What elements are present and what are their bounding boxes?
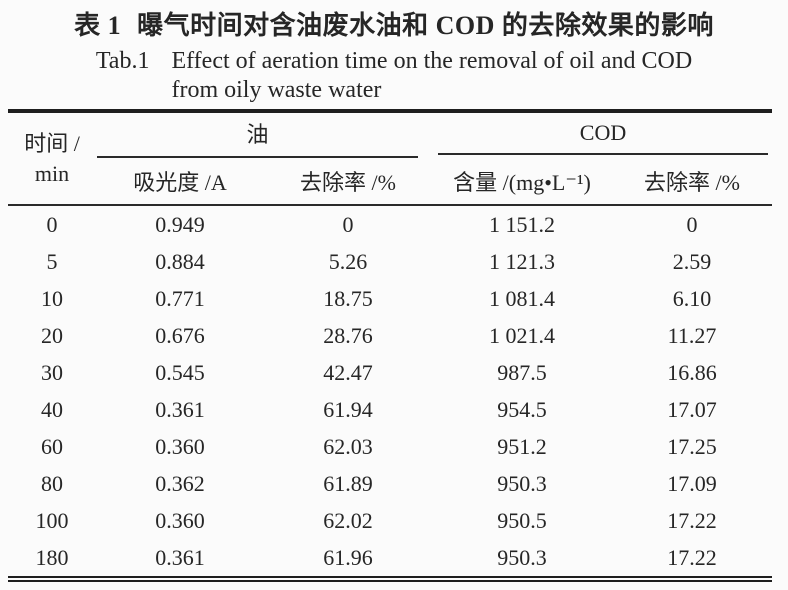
cell-cod-removal: 17.25 — [667, 433, 717, 459]
cell-absorbance: 0.360 — [155, 433, 205, 459]
cell-time: 60 — [41, 433, 63, 459]
table-caption-zh-title: 曝气时间对含油废水油和 COD 的去除效果的影响 — [137, 11, 714, 40]
cell-oil-removal: 61.96 — [323, 544, 373, 570]
table-row: 5 0.884 5.26 1 121.3 2.59 — [8, 243, 772, 280]
table-caption-en-text: Effect of aeration time on the removal o… — [171, 47, 692, 106]
header-cod-removal: 去除率 /% — [612, 158, 773, 207]
table-row: 60 0.360 62.03 951.2 17.25 — [8, 428, 772, 465]
header-sub-row: 吸光度 /A 去除率 /% 含量 /(mg•L⁻¹) 去除率 /% — [8, 158, 773, 207]
cell-cod-removal: 16.86 — [667, 359, 717, 385]
cell-absorbance: 0.949 — [155, 211, 205, 237]
cell-cod-removal: 6.10 — [672, 285, 712, 311]
cell-cod-removal: 0 — [686, 211, 698, 237]
header-oil-removal: 去除率 /% — [264, 158, 433, 207]
table-caption-en: Tab.1 Effect of aeration time on the rem… — [0, 47, 788, 106]
header-group-oil-label: 油 — [97, 113, 419, 159]
cell-absorbance: 0.771 — [155, 285, 205, 311]
table-row: 100 0.360 62.02 950.5 17.22 — [8, 502, 772, 539]
table-caption-en-label: Tab.1 — [95, 47, 150, 74]
cell-cod-content: 950.3 — [497, 544, 547, 570]
header-group-cod: COD — [432, 111, 772, 158]
cell-oil-removal: 28.76 — [323, 322, 373, 348]
cell-absorbance: 0.361 — [155, 396, 205, 422]
cell-time: 30 — [41, 359, 63, 385]
cell-oil-removal: 5.26 — [328, 248, 368, 274]
cell-oil-removal: 18.75 — [323, 285, 373, 311]
cell-oil-removal: 61.94 — [323, 396, 373, 422]
header-group-cod-label: COD — [438, 116, 769, 156]
cell-absorbance: 0.676 — [155, 322, 205, 348]
table-caption-en-line1: Effect of aeration time on the removal o… — [171, 47, 693, 74]
cell-cod-removal: 17.22 — [667, 544, 717, 570]
cell-time: 5 — [46, 248, 58, 274]
table-caption-en-line2: from oily waste water — [171, 76, 382, 103]
header-group-row: 时间 / min 油 COD — [8, 111, 772, 207]
cell-oil-removal: 62.03 — [323, 433, 373, 459]
table-row: 180 0.361 61.96 950.3 17.22 — [8, 539, 772, 579]
cell-cod-removal: 17.22 — [667, 507, 717, 533]
cell-cod-removal: 2.59 — [672, 248, 712, 274]
cell-oil-removal: 42.47 — [323, 359, 373, 385]
cell-absorbance: 0.545 — [155, 359, 205, 385]
cell-time: 10 — [41, 285, 63, 311]
table-caption-zh: 表 1 曝气时间对含油废水油和 COD 的去除效果的影响 — [0, 0, 788, 43]
cell-cod-removal: 17.09 — [667, 470, 717, 496]
cell-oil-removal: 0 — [342, 211, 354, 237]
header-time-line1: 时间 / — [24, 130, 80, 156]
cell-time: 40 — [41, 396, 63, 422]
table-row: 80 0.362 61.89 950.3 17.09 — [8, 465, 772, 502]
cell-cod-removal: 17.07 — [667, 396, 717, 422]
table-row: 40 0.361 61.94 954.5 17.07 — [8, 391, 772, 428]
cell-oil-removal: 61.89 — [323, 470, 373, 496]
cell-absorbance: 0.361 — [155, 544, 205, 570]
cell-time: 0 — [46, 211, 58, 237]
cell-cod-removal: 11.27 — [667, 322, 717, 348]
cell-time: 180 — [35, 544, 69, 570]
table-row: 10 0.771 18.75 1 081.4 6.10 — [8, 280, 772, 317]
table-row: 30 0.545 42.47 987.5 16.86 — [8, 354, 772, 391]
table-caption-zh-label: 表 1 — [74, 11, 122, 40]
cell-time: 100 — [35, 507, 69, 533]
cell-cod-content: 987.5 — [497, 359, 547, 385]
cell-cod-content: 954.5 — [497, 396, 547, 422]
cell-absorbance: 0.884 — [155, 248, 205, 274]
cell-cod-content: 950.5 — [497, 507, 547, 533]
header-group-oil: 油 — [96, 111, 432, 159]
cell-cod-content: 1 121.3 — [489, 248, 556, 274]
header-time: 时间 / min — [8, 111, 96, 207]
cell-cod-content: 950.3 — [497, 470, 547, 496]
cell-oil-removal: 62.02 — [323, 507, 373, 533]
cell-absorbance: 0.360 — [155, 507, 205, 533]
cell-absorbance: 0.362 — [155, 470, 205, 496]
header-absorbance: 吸光度 /A — [96, 158, 264, 207]
cell-time: 20 — [41, 322, 63, 348]
cell-cod-content: 951.2 — [497, 433, 547, 459]
header-time-line2: min — [34, 160, 70, 186]
cell-cod-content: 1 081.4 — [489, 285, 556, 311]
cell-cod-content: 1 151.2 — [489, 211, 556, 237]
table-row: 20 0.676 28.76 1 021.4 11.27 — [8, 317, 772, 354]
cell-time: 80 — [41, 470, 63, 496]
cell-cod-content: 1 021.4 — [489, 322, 556, 348]
header-cod-content: 含量 /(mg•L⁻¹) — [432, 158, 613, 207]
table-row: 0 0.949 0 1 151.2 0 — [8, 205, 772, 243]
results-table: 时间 / min 油 COD 吸光度 /A 去除率 /% 含量 /(mg•L⁻¹… — [8, 109, 773, 583]
